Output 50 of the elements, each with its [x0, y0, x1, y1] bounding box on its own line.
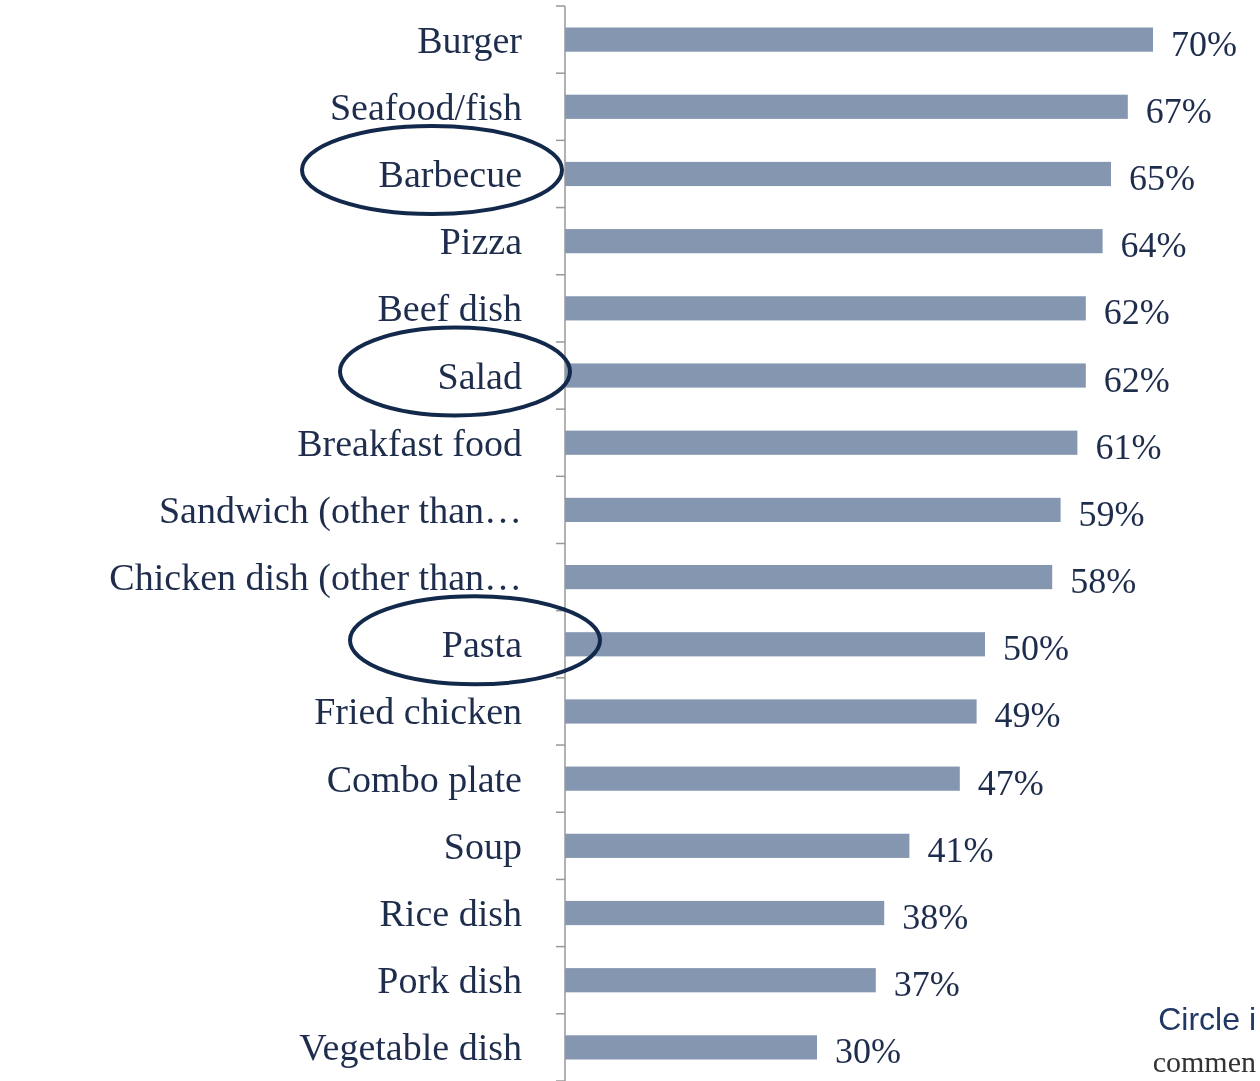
y-tick-label: Sandwich (other than…: [158, 488, 522, 532]
y-tick-label: Pizza: [439, 220, 523, 263]
data-label: 50%: [1003, 628, 1069, 669]
y-tick-label: Pasta: [441, 623, 523, 666]
bar: [565, 968, 876, 993]
bar: [565, 161, 1111, 187]
data-label: 62%: [1103, 292, 1170, 333]
y-tick-label: Burger: [417, 18, 523, 61]
y-tick-label: Pork dish: [377, 959, 522, 1002]
data-label: 59%: [1078, 493, 1145, 534]
y-tick-label: Fried chicken: [314, 690, 522, 733]
y-tick-label: Soup: [443, 824, 522, 867]
y-tick-label: Beef dish: [377, 287, 522, 330]
bar: [565, 27, 1153, 52]
data-label: 58%: [1070, 561, 1137, 602]
bar: [565, 296, 1086, 321]
data-label: 47%: [977, 762, 1044, 803]
bar: [565, 363, 1086, 388]
bar: [565, 632, 985, 657]
y-tick-label: Barbecue: [378, 152, 522, 195]
data-label: 38%: [902, 897, 969, 938]
data-label: 49%: [994, 695, 1061, 736]
data-label: 70%: [1171, 23, 1237, 64]
bar: [565, 430, 1078, 455]
data-label: 62%: [1103, 359, 1170, 400]
bar: [565, 94, 1128, 119]
bar: [565, 900, 885, 926]
y-tick-label: Combo plate: [326, 757, 522, 800]
y-tick-label: Chicken dish (other than…: [109, 556, 522, 600]
bar: [565, 766, 960, 791]
bar: [565, 497, 1061, 522]
y-tick-label: Salad: [437, 354, 522, 397]
text: Circle i: [1158, 1001, 1256, 1037]
y-tick-label: Rice dish: [379, 892, 522, 935]
y-tick-label: Breakfast food: [297, 421, 522, 464]
data-label: 67%: [1145, 90, 1212, 131]
data-label: 61%: [1095, 426, 1162, 467]
bar: [565, 699, 977, 724]
bar: [565, 565, 1053, 590]
data-label: 64%: [1120, 225, 1187, 266]
y-tick-label: Seafood/fish: [329, 85, 522, 128]
bar: [565, 833, 910, 858]
data-label: 30%: [835, 1031, 901, 1072]
data-label: 37%: [893, 964, 960, 1005]
y-tick-label: Vegetable dish: [299, 1026, 522, 1069]
bar: [565, 1035, 817, 1060]
annotation: commen: [1152, 1045, 1256, 1078]
bar: [565, 229, 1103, 254]
data-label: 41%: [927, 829, 994, 870]
data-label: 65%: [1129, 157, 1195, 198]
